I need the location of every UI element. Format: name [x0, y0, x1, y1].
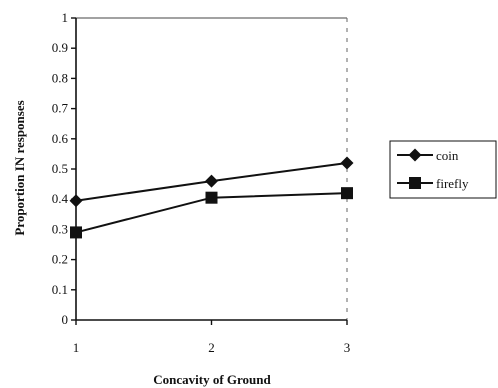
legend-marker-firefly [409, 177, 421, 189]
y-tick-label: 0.2 [52, 252, 68, 267]
x-tick-label: 2 [208, 340, 215, 355]
x-axis: 1 2 3 [73, 320, 351, 355]
data-point-coin [205, 174, 218, 188]
y-tick-label: 0.3 [52, 221, 68, 236]
data-point-coin [69, 194, 83, 208]
data-point-firefly [70, 226, 82, 239]
legend-box [389, 140, 497, 199]
x-tick-label: 3 [344, 340, 351, 355]
y-tick-label: 0.4 [52, 191, 69, 206]
data-point-coin [340, 156, 354, 170]
y-tick-label: 0.1 [52, 282, 68, 297]
data-point-firefly [205, 191, 218, 204]
x-axis-title: Concavity of Ground [153, 372, 271, 387]
y-tick-label: 0 [62, 312, 69, 327]
data-point-firefly [341, 187, 353, 200]
y-tick-label: 0.8 [52, 70, 68, 85]
legend-label-firefly: firefly [436, 176, 469, 191]
y-tick-label: 0.7 [52, 101, 69, 116]
legend: coin firefly [389, 140, 497, 199]
y-tick-label: 0.5 [52, 161, 68, 176]
y-tick-label: 0.6 [52, 131, 69, 146]
y-tick-label: 0.9 [52, 40, 68, 55]
y-tick-label: 1 [62, 10, 69, 25]
legend-label-coin: coin [436, 148, 459, 163]
y-axis: 0 0.1 0.2 0.3 0.4 0.5 0.6 0.7 0.8 0.9 1 [52, 10, 76, 327]
y-axis-title: Proportion IN responses [12, 100, 27, 235]
x-tick-label: 1 [73, 340, 80, 355]
series-layer [69, 156, 354, 239]
legend-marker-coin [408, 148, 422, 162]
